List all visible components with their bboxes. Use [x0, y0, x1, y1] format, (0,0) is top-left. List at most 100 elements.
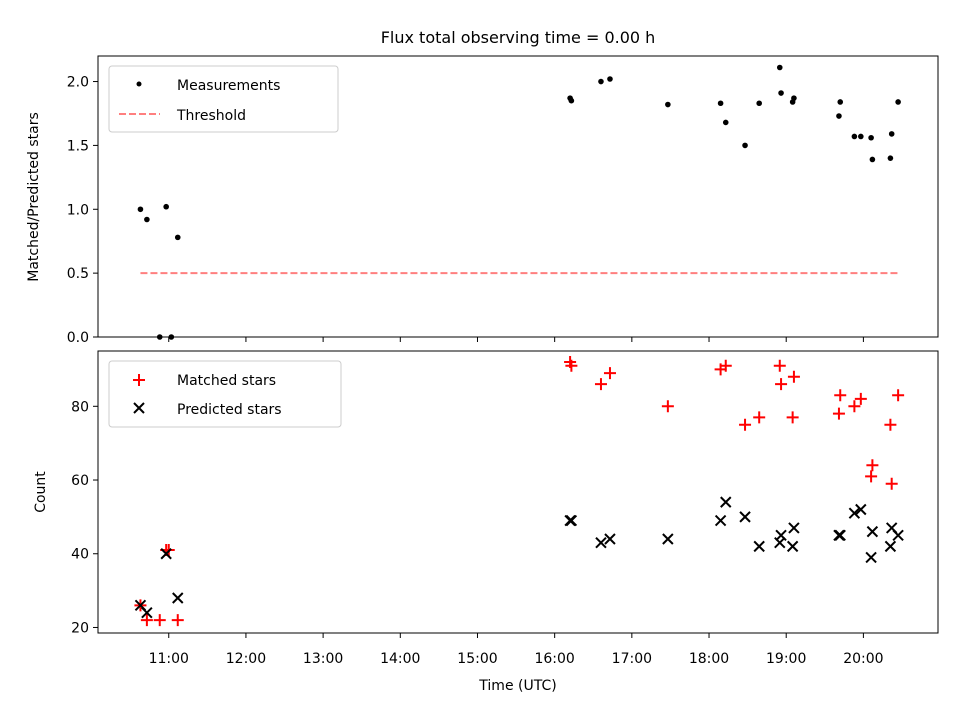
x-axis-label: Time (UTC) — [478, 678, 556, 694]
measurement-point — [717, 100, 724, 107]
bottom-x-tick-label: 20:00 — [843, 651, 883, 667]
top-y-tick-label: 2.0 — [67, 75, 89, 91]
legend-matched-label: Matched stars — [177, 373, 276, 389]
legend-predicted-marker — [133, 402, 145, 414]
predicted-star-point — [855, 503, 867, 516]
bottom-x-tick-label: 14:00 — [380, 651, 420, 667]
predicted-star-point — [848, 507, 861, 519]
predicted-star-point — [662, 533, 674, 545]
matched-star-point — [171, 614, 184, 627]
chart-title: Flux total observing time = 0.00 h — [381, 28, 656, 47]
measurement-point — [869, 156, 876, 163]
legend-predicted-label: Predicted stars — [177, 402, 282, 418]
predicted-star-point — [892, 529, 904, 542]
top-y-tick-label: 1.5 — [67, 138, 89, 154]
legend-measurements-label: Measurements — [177, 78, 280, 94]
matched-star-point — [773, 359, 786, 372]
matched-star-point — [753, 411, 766, 424]
measurement-point — [568, 97, 575, 104]
bottom-plot-frame — [97, 350, 939, 634]
predicted-star-point — [786, 540, 799, 553]
bottom-x-tick-label: 12:00 — [226, 651, 266, 667]
top-legend: Measurements Threshold — [108, 65, 339, 133]
matched-star-point — [854, 392, 867, 405]
bottom-x-tick-label: 13:00 — [303, 651, 343, 667]
matched-star-point — [786, 411, 799, 424]
matched-star-point — [775, 378, 788, 391]
bottom-x-tick-label: 15:00 — [457, 651, 497, 667]
top-plot-frame — [97, 55, 939, 338]
top-y-tick-label: 0.5 — [67, 266, 89, 282]
predicted-star-point — [865, 551, 877, 564]
predicted-star-point — [866, 525, 879, 538]
matched-star-point — [153, 614, 166, 627]
predicted-star-point — [788, 522, 800, 534]
matched-star-point — [594, 378, 607, 391]
matched-star-point — [565, 359, 578, 372]
matched-star-point — [140, 614, 153, 627]
matched-star-point — [892, 389, 905, 402]
measurement-point — [174, 234, 181, 241]
matched-star-point — [661, 400, 674, 413]
measurement-point — [858, 133, 864, 140]
predicted-star-point — [160, 548, 172, 560]
measurement-point — [895, 99, 901, 105]
bottom-plot-marks — [134, 356, 905, 627]
legend-matched-marker — [133, 374, 145, 386]
predicted-star-point — [604, 533, 616, 545]
top-plot-marks — [137, 64, 901, 340]
top-y-tick-label: 1.0 — [67, 202, 89, 218]
top-y-tick-label: 0.0 — [67, 330, 89, 346]
bottom-x-axis-ticks: 11:00 12:00 13:00 14:00 15:00 16:00 17:00 18:00… — [149, 633, 884, 667]
bottom-y-tick-label: 40 — [71, 547, 89, 563]
measurement-point — [144, 216, 150, 223]
measurement-point — [837, 99, 844, 105]
measurement-point — [742, 142, 748, 149]
predicted-star-point — [884, 540, 897, 553]
predicted-star-point — [775, 529, 787, 542]
top-y-axis-ticks: 0.0 0.5 1.0 1.5 2.0 — [67, 75, 98, 346]
measurement-point — [163, 203, 169, 210]
matched-star-point — [834, 389, 847, 402]
measurement-point — [665, 101, 671, 108]
predicted-star-point — [595, 536, 607, 549]
measurement-point — [607, 76, 613, 82]
matched-star-point — [884, 418, 897, 431]
bottom-x-tick-label: 11:00 — [149, 651, 189, 667]
matched-star-point — [865, 470, 878, 483]
measurement-point — [868, 134, 874, 141]
bottom-x-tick-label: 17:00 — [612, 651, 652, 667]
measurement-point — [776, 64, 783, 71]
top-panel: 0.00.51.01.52.0 Matched/Predicted stars … — [26, 55, 939, 346]
predicted-star-point — [141, 607, 153, 619]
predicted-star-point — [834, 529, 846, 542]
bottom-y-tick-label: 20 — [71, 620, 89, 636]
legend-measurements-marker — [136, 81, 142, 87]
matched-star-point — [866, 459, 879, 472]
bottom-y-tick-label: 60 — [71, 473, 89, 489]
matched-star-point — [787, 370, 800, 383]
bottom-x-tick-label: 19:00 — [766, 651, 806, 667]
measurement-point — [598, 78, 604, 85]
matched-star-point — [848, 400, 861, 413]
measurement-point — [836, 113, 842, 119]
bottom-x-tick-label: 16:00 — [534, 651, 574, 667]
matched-star-point — [739, 418, 752, 431]
measurement-point — [851, 133, 858, 140]
bottom-y-axis-label: Count — [33, 471, 49, 513]
measurement-point — [756, 100, 762, 107]
measurement-point — [722, 119, 729, 126]
matched-star-point — [832, 407, 845, 420]
bottom-x-tick-label: 18:00 — [689, 651, 729, 667]
predicted-star-point — [714, 514, 727, 527]
legend-threshold-label: Threshold — [176, 108, 246, 124]
measurement-point — [887, 155, 894, 161]
top-x-axis-ticks — [168, 337, 864, 342]
matched-star-point — [719, 359, 732, 372]
bottom-y-axis-ticks: 20 40 60 80 — [71, 399, 98, 636]
bottom-legend: Matched stars Predicted stars — [108, 360, 342, 428]
predicted-star-point — [172, 592, 184, 604]
predicted-star-point — [565, 514, 578, 527]
